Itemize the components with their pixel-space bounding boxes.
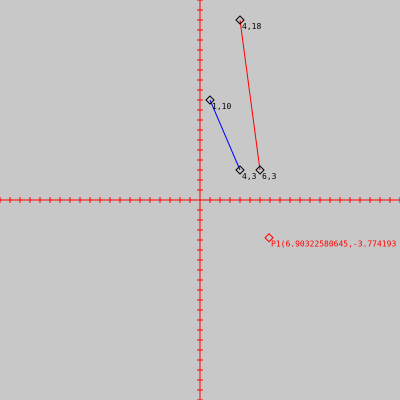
segment-c-d[interactable] bbox=[239, 19, 261, 171]
point-marker-d[interactable] bbox=[255, 165, 265, 175]
segment-a-b[interactable] bbox=[209, 99, 241, 171]
point-marker-b[interactable] bbox=[235, 165, 245, 175]
segments bbox=[209, 19, 261, 171]
point-marker-c[interactable] bbox=[235, 15, 245, 25]
probe-point-group: P1(6.90322580645,-3.774193 bbox=[264, 233, 396, 249]
point-marker-a[interactable] bbox=[205, 95, 215, 105]
point-label-d: 6,3 bbox=[262, 172, 277, 181]
point-label-c: 4,18 bbox=[242, 22, 261, 31]
point-label-b: 4,3 bbox=[242, 172, 257, 181]
probe-point-label: P1(6.90322580645,-3.774193 bbox=[271, 240, 396, 249]
points: 1,10 4,3 4,18 6,3 bbox=[205, 15, 277, 181]
point-label-a: 1,10 bbox=[212, 102, 231, 111]
probe-point-marker[interactable] bbox=[264, 233, 274, 243]
